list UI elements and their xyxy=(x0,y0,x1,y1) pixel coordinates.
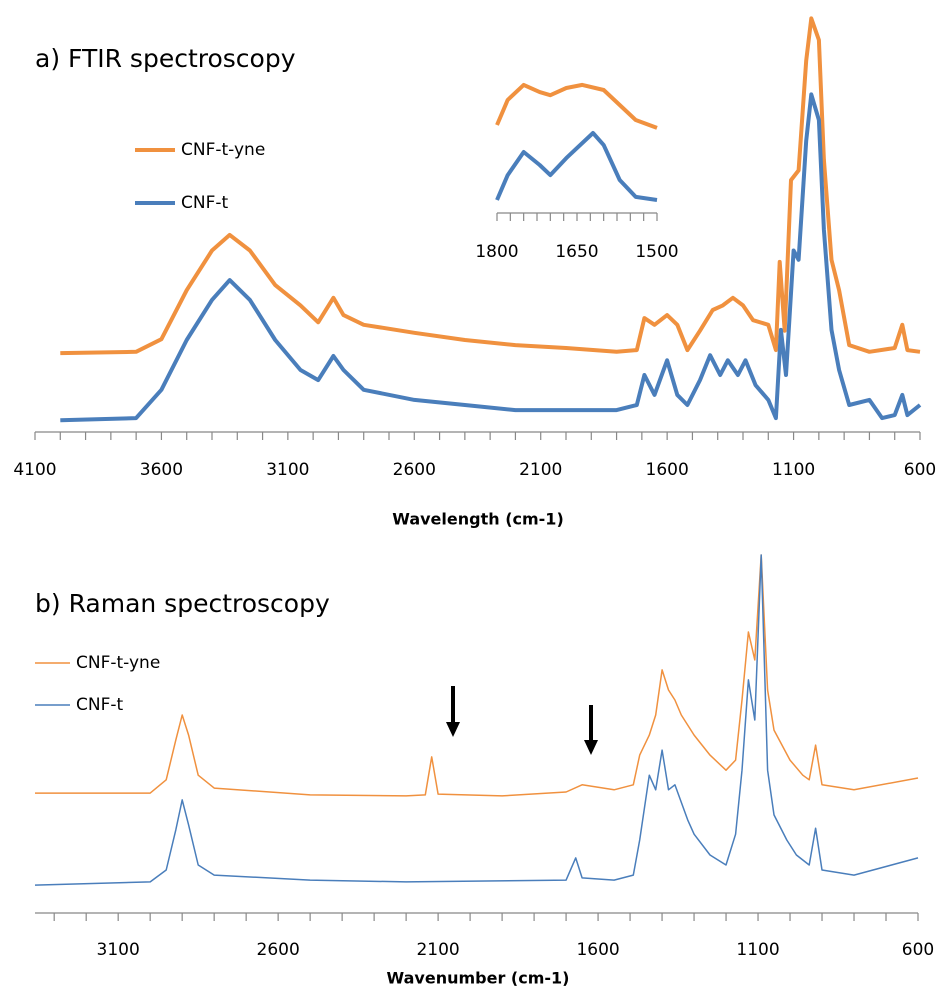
x-tick-label: 1100 xyxy=(736,940,779,960)
chart-title: b) Raman spectroscopy xyxy=(35,589,330,618)
spectrum-line xyxy=(495,82,658,130)
arrowhead xyxy=(446,722,460,737)
spectrum-line xyxy=(35,554,919,797)
x-tick-label: 1650 xyxy=(555,242,598,262)
x-tick-label: 4100 xyxy=(13,460,56,480)
x-tick-label: 3100 xyxy=(97,940,140,960)
spectrum-line xyxy=(60,16,921,356)
arrowhead xyxy=(584,740,598,755)
x-tick-label: 1600 xyxy=(646,460,689,480)
spectrum-line xyxy=(60,92,922,423)
chart-title: a) FTIR spectroscopy xyxy=(35,44,296,73)
legend-label: CNF-t-yne xyxy=(76,653,160,673)
legend-label: CNF-t-yne xyxy=(181,140,265,160)
x-tick-label: 1600 xyxy=(576,940,619,960)
x-tick-label: 600 xyxy=(904,460,936,480)
x-tick-label: 1100 xyxy=(772,460,815,480)
annotation-arrows xyxy=(446,686,598,755)
x-tick-label: 3600 xyxy=(140,460,183,480)
spectrum-line xyxy=(495,131,658,202)
x-tick-label: 600 xyxy=(902,940,934,960)
x-tick-label: 2600 xyxy=(257,940,300,960)
x-tick-label: 2100 xyxy=(519,460,562,480)
x-tick-label: 1500 xyxy=(635,242,678,262)
legend-label: CNF-t xyxy=(181,193,228,213)
spectrum-line xyxy=(34,554,919,886)
x-tick-label: 2100 xyxy=(416,940,459,960)
x-tick-label: 3100 xyxy=(266,460,309,480)
x-axis-label: Wavelength (cm-1) xyxy=(392,510,564,529)
x-tick-label: 2600 xyxy=(393,460,436,480)
x-axis-label: Wavenumber (cm-1) xyxy=(387,969,570,988)
legend-label: CNF-t xyxy=(76,695,123,715)
x-tick-label: 1800 xyxy=(475,242,518,262)
